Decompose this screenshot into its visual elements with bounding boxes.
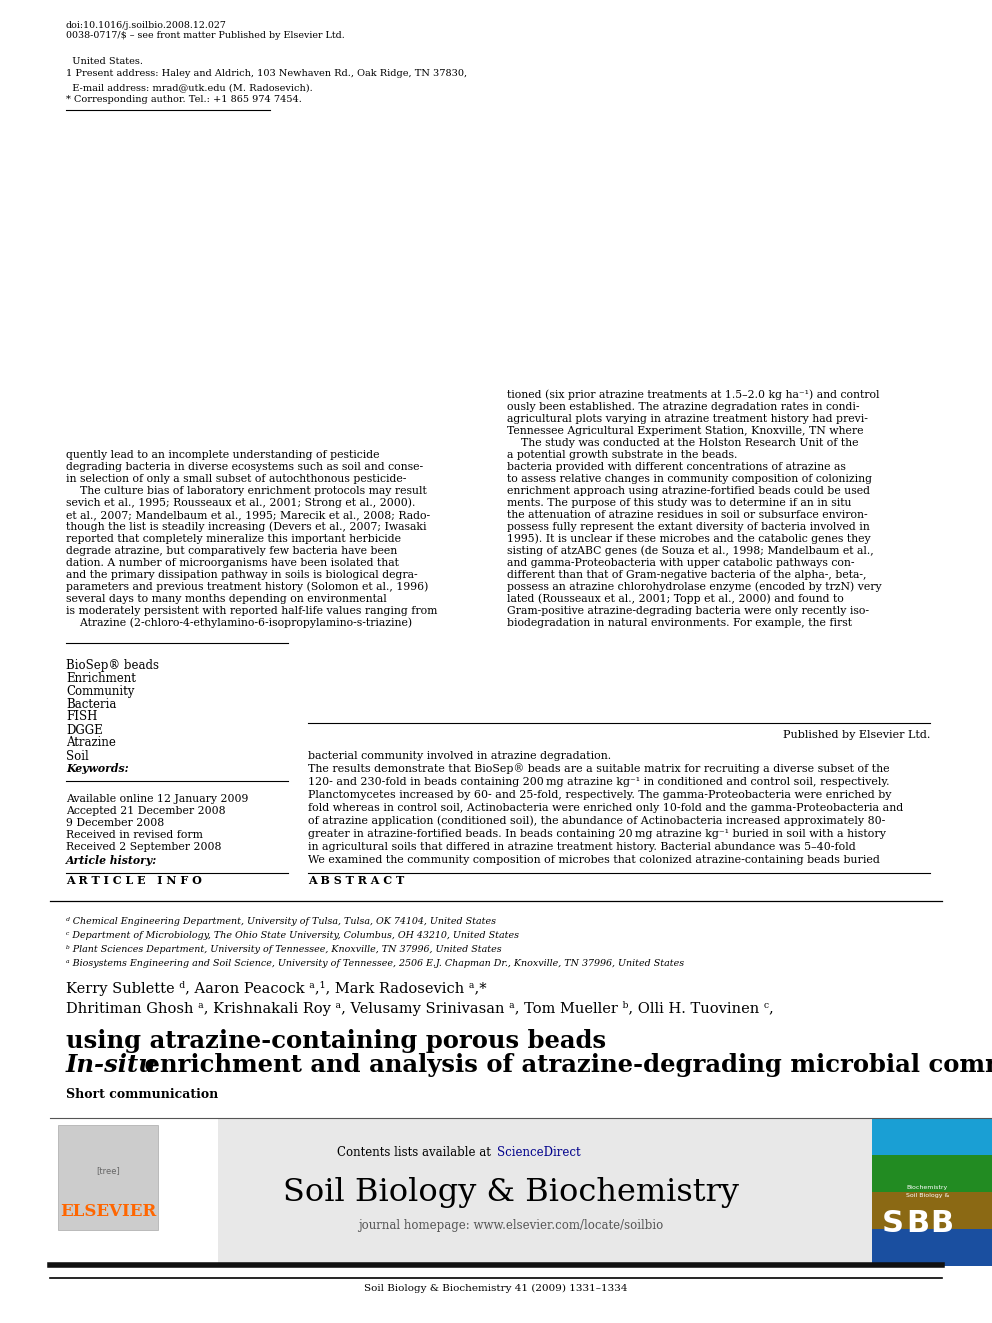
Text: B: B — [930, 1208, 953, 1237]
Text: The culture bias of laboratory enrichment protocols may result: The culture bias of laboratory enrichmen… — [66, 486, 427, 496]
Text: ously been established. The atrazine degradation rates in condi-: ously been established. The atrazine deg… — [507, 402, 859, 411]
Text: * Corresponding author. Tel.: +1 865 974 7454.: * Corresponding author. Tel.: +1 865 974… — [66, 95, 302, 105]
Text: Keywords:: Keywords: — [66, 763, 129, 774]
Text: journal homepage: www.elsevier.com/locate/soilbio: journal homepage: www.elsevier.com/locat… — [358, 1220, 664, 1233]
Bar — [58, 1125, 158, 1230]
Text: Enrichment: Enrichment — [66, 672, 136, 684]
Text: and the primary dissipation pathway in soils is biological degra-: and the primary dissipation pathway in s… — [66, 570, 418, 579]
Text: A B S T R A C T: A B S T R A C T — [308, 875, 405, 885]
Text: parameters and previous treatment history (Solomon et al., 1996): parameters and previous treatment histor… — [66, 582, 429, 593]
Text: 1995). It is unclear if these microbes and the catabolic genes they: 1995). It is unclear if these microbes a… — [507, 533, 871, 544]
Text: Article history:: Article history: — [66, 855, 158, 865]
Text: fold whereas in control soil, Actinobacteria were enriched only 10-fold and the : fold whereas in control soil, Actinobact… — [308, 803, 904, 814]
Text: dation. A number of microorganisms have been isolated that: dation. A number of microorganisms have … — [66, 558, 399, 568]
Text: Contents lists available at: Contents lists available at — [337, 1147, 495, 1159]
Text: reported that completely mineralize this important herbicide: reported that completely mineralize this… — [66, 534, 401, 544]
Text: Soil Biology &: Soil Biology & — [906, 1192, 949, 1197]
Text: In-situ: In-situ — [66, 1053, 157, 1077]
Text: Soil Biology & Biochemistry: Soil Biology & Biochemistry — [283, 1177, 739, 1208]
Text: FISH: FISH — [66, 710, 97, 724]
Text: 1 Present address: Haley and Aldrich, 103 Newhaven Rd., Oak Ridge, TN 37830,: 1 Present address: Haley and Aldrich, 10… — [66, 69, 467, 78]
Text: bacteria provided with different concentrations of atrazine as: bacteria provided with different concent… — [507, 462, 846, 472]
Bar — [872, 1155, 992, 1192]
Text: in selection of only a small subset of autochthonous pesticide-: in selection of only a small subset of a… — [66, 474, 407, 484]
Text: Soil: Soil — [66, 750, 88, 762]
Text: Received in revised form: Received in revised form — [66, 830, 203, 840]
Text: The study was conducted at the Holston Research Unit of the: The study was conducted at the Holston R… — [507, 438, 858, 448]
Text: E-mail address: mrad@utk.edu (M. Radosevich).: E-mail address: mrad@utk.edu (M. Radosev… — [66, 83, 312, 93]
Text: Short communication: Short communication — [66, 1089, 218, 1102]
Text: S: S — [882, 1208, 904, 1237]
Text: Dhritiman Ghosh ᵃ, Krishnakali Roy ᵃ, Velusamy Srinivasan ᵃ, Tom Mueller ᵇ, Olli: Dhritiman Ghosh ᵃ, Krishnakali Roy ᵃ, Ve… — [66, 1000, 774, 1016]
Text: and gamma-Proteobacteria with upper catabolic pathways con-: and gamma-Proteobacteria with upper cata… — [507, 558, 854, 568]
Text: ᵇ Plant Sciences Department, University of Tennessee, Knoxville, TN 37996, Unite: ᵇ Plant Sciences Department, University … — [66, 945, 502, 954]
Text: possess fully represent the extant diversity of bacteria involved in: possess fully represent the extant diver… — [507, 523, 870, 532]
Bar — [50, 1118, 218, 1265]
Text: A R T I C L E   I N F O: A R T I C L E I N F O — [66, 875, 202, 885]
Text: Atrazine (2-chloro-4-ethylamino-6-isopropylamino-s-triazine): Atrazine (2-chloro-4-ethylamino-6-isopro… — [66, 618, 412, 628]
Text: several days to many months depending on environmental: several days to many months depending on… — [66, 594, 387, 605]
Text: enrichment approach using atrazine-fortified beads could be used: enrichment approach using atrazine-forti… — [507, 486, 870, 496]
Text: Atrazine: Atrazine — [66, 737, 116, 750]
Text: to assess relative changes in community composition of colonizing: to assess relative changes in community … — [507, 474, 872, 484]
Text: [tree]: [tree] — [96, 1167, 120, 1176]
Text: 9 December 2008: 9 December 2008 — [66, 818, 165, 828]
Text: using atrazine-containing porous beads: using atrazine-containing porous beads — [66, 1029, 606, 1053]
Bar — [872, 1229, 992, 1266]
Bar — [872, 1118, 992, 1265]
Text: tioned (six prior atrazine treatments at 1.5–2.0 kg ha⁻¹) and control: tioned (six prior atrazine treatments at… — [507, 390, 880, 401]
Text: agricultural plots varying in atrazine treatment history had previ-: agricultural plots varying in atrazine t… — [507, 414, 868, 423]
Text: BioSep® beads: BioSep® beads — [66, 659, 159, 672]
Text: ELSEVIER: ELSEVIER — [60, 1203, 156, 1220]
Text: Published by Elsevier Ltd.: Published by Elsevier Ltd. — [783, 730, 930, 740]
Text: Received 2 September 2008: Received 2 September 2008 — [66, 841, 221, 852]
Text: a potential growth substrate in the beads.: a potential growth substrate in the bead… — [507, 450, 737, 460]
Text: ᵈ Chemical Engineering Department, University of Tulsa, Tulsa, OK 74104, United : ᵈ Chemical Engineering Department, Unive… — [66, 917, 496, 926]
Text: sisting of atzABC genes (de Souza et al., 1998; Mandelbaum et al.,: sisting of atzABC genes (de Souza et al.… — [507, 545, 874, 556]
Text: sevich et al., 1995; Rousseaux et al., 2001; Strong et al., 2000).: sevich et al., 1995; Rousseaux et al., 2… — [66, 497, 416, 508]
Text: Soil Biology & Biochemistry 41 (2009) 1331–1334: Soil Biology & Biochemistry 41 (2009) 13… — [364, 1283, 628, 1293]
Text: Kerry Sublette ᵈ, Aaron Peacock ᵃ,¹, Mark Radosevich ᵃ,*: Kerry Sublette ᵈ, Aaron Peacock ᵃ,¹, Mar… — [66, 982, 487, 996]
Text: Bacteria: Bacteria — [66, 697, 116, 710]
Text: et al., 2007; Mandelbaum et al., 1995; Marecik et al., 2008; Rado-: et al., 2007; Mandelbaum et al., 1995; M… — [66, 509, 431, 520]
Text: enrichment and analysis of atrazine-degrading microbial communities: enrichment and analysis of atrazine-degr… — [136, 1053, 992, 1077]
Text: different than that of Gram-negative bacteria of the alpha-, beta-,: different than that of Gram-negative bac… — [507, 570, 866, 579]
Text: We examined the community composition of microbes that colonized atrazine-contai: We examined the community composition of… — [308, 855, 880, 865]
Bar — [50, 1118, 872, 1265]
Text: Tennessee Agricultural Experiment Station, Knoxville, TN where: Tennessee Agricultural Experiment Statio… — [507, 426, 863, 437]
Text: United States.: United States. — [66, 57, 143, 66]
Text: possess an atrazine chlorohydrolase enzyme (encoded by trzN) very: possess an atrazine chlorohydrolase enzy… — [507, 582, 882, 593]
Text: Planctomycetes increased by 60- and 25-fold, respectively. The gamma-Proteobacte: Planctomycetes increased by 60- and 25-f… — [308, 790, 892, 800]
Text: The results demonstrate that BioSep® beads are a suitable matrix for recruiting : The results demonstrate that BioSep® bea… — [308, 763, 890, 774]
Text: bacterial community involved in atrazine degradation.: bacterial community involved in atrazine… — [308, 751, 611, 761]
Text: is moderately persistent with reported half-life values ranging from: is moderately persistent with reported h… — [66, 606, 437, 617]
Text: lated (Rousseaux et al., 2001; Topp et al., 2000) and found to: lated (Rousseaux et al., 2001; Topp et a… — [507, 594, 844, 605]
Text: biodegradation in natural environments. For example, the first: biodegradation in natural environments. … — [507, 618, 852, 628]
Text: the attenuation of atrazine residues in soil or subsurface environ-: the attenuation of atrazine residues in … — [507, 509, 868, 520]
Text: greater in atrazine-fortified beads. In beads containing 20 mg atrazine kg⁻¹ bur: greater in atrazine-fortified beads. In … — [308, 830, 886, 839]
Text: in agricultural soils that differed in atrazine treatment history. Bacterial abu: in agricultural soils that differed in a… — [308, 841, 856, 852]
Text: of atrazine application (conditioned soil), the abundance of Actinobacteria incr: of atrazine application (conditioned soi… — [308, 816, 886, 827]
Text: ScienceDirect: ScienceDirect — [497, 1147, 580, 1159]
Text: 120- and 230-fold in beads containing 200 mg atrazine kg⁻¹ in conditioned and co: 120- and 230-fold in beads containing 20… — [308, 777, 890, 787]
Text: ments. The purpose of this study was to determine if an in situ: ments. The purpose of this study was to … — [507, 497, 851, 508]
Text: Gram-positive atrazine-degrading bacteria were only recently iso-: Gram-positive atrazine-degrading bacteri… — [507, 606, 869, 617]
Text: B: B — [906, 1208, 930, 1237]
Text: Community: Community — [66, 684, 134, 697]
Text: Accepted 21 December 2008: Accepted 21 December 2008 — [66, 806, 225, 816]
Bar — [872, 1192, 992, 1229]
Text: quently lead to an incomplete understanding of pesticide: quently lead to an incomplete understand… — [66, 450, 380, 460]
Bar — [872, 1118, 992, 1155]
Text: ᵃ Biosystems Engineering and Soil Science, University of Tennessee, 2506 E.J. Ch: ᵃ Biosystems Engineering and Soil Scienc… — [66, 958, 684, 967]
Text: Biochemistry: Biochemistry — [906, 1185, 947, 1191]
Text: Available online 12 January 2009: Available online 12 January 2009 — [66, 794, 248, 804]
Text: degrading bacteria in diverse ecosystems such as soil and conse-: degrading bacteria in diverse ecosystems… — [66, 462, 424, 472]
Text: degrade atrazine, but comparatively few bacteria have been: degrade atrazine, but comparatively few … — [66, 546, 397, 556]
Text: doi:10.1016/j.soilbio.2008.12.027: doi:10.1016/j.soilbio.2008.12.027 — [66, 20, 227, 29]
Text: though the list is steadily increasing (Devers et al., 2007; Iwasaki: though the list is steadily increasing (… — [66, 521, 427, 532]
Text: ᶜ Department of Microbiology, The Ohio State University, Columbus, OH 43210, Uni: ᶜ Department of Microbiology, The Ohio S… — [66, 930, 519, 939]
Text: 0038-0717/$ – see front matter Published by Elsevier Ltd.: 0038-0717/$ – see front matter Published… — [66, 32, 345, 41]
Text: DGGE: DGGE — [66, 724, 103, 737]
